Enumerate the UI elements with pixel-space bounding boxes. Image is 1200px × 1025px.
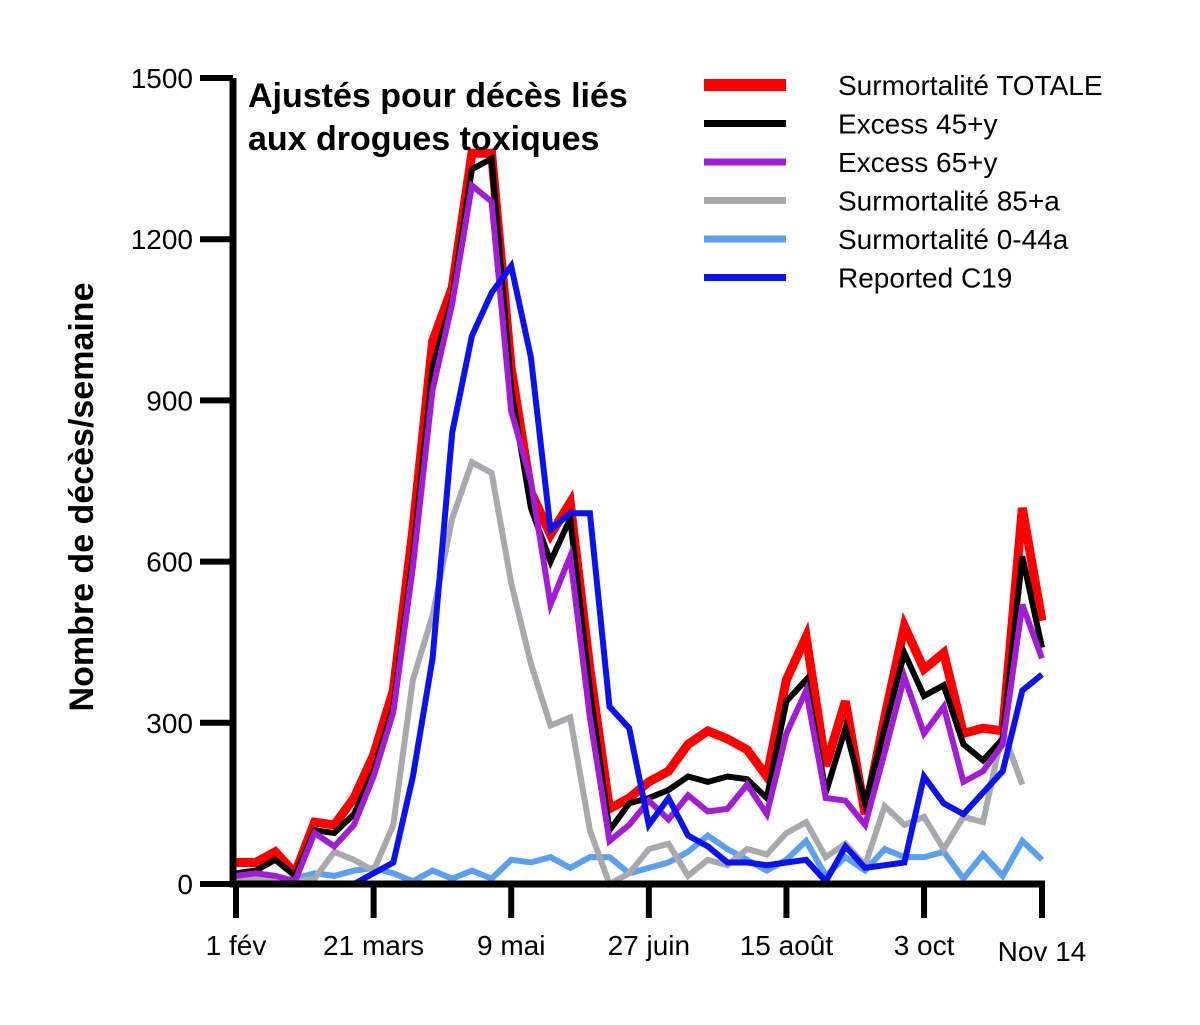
legend-label-excess-65-y: Excess 65+y xyxy=(838,147,998,178)
series-line-surmortalite-85-a xyxy=(236,457,1026,889)
y-tick-label: 600 xyxy=(146,547,193,578)
legend-label-surmortalite-0-44a: Surmortalité 0-44a xyxy=(838,224,1069,255)
x-tick-label: 21 mars xyxy=(323,930,424,961)
y-tick-label: 900 xyxy=(146,385,193,416)
x-ticks: 1 fév 21 mars 9 mai 27 juin 15 août 3 oct Nov … xyxy=(206,884,1087,967)
y-ticks: 0 300 600 900 1200 1500 xyxy=(131,63,233,900)
x-tick-label: 9 mai xyxy=(477,930,545,961)
y-tick-label: 300 xyxy=(146,708,193,739)
legend-label-excess-45-y: Excess 45+y xyxy=(838,109,998,140)
series-line-excess-65-y xyxy=(235,179,1045,885)
legend-label-reported-c19: Reported C19 xyxy=(838,263,1012,294)
y-tick-label: 1500 xyxy=(131,63,193,94)
legend-label-surmortalite-85-a: Surmortalité 85+a xyxy=(838,186,1060,217)
chart-title-line-2: aux drogues toxiques xyxy=(248,120,599,158)
y-axis-label: Nombre de décès/semaine xyxy=(63,283,101,712)
legend-label-surmortalite-totale: Surmortalité TOTALE xyxy=(838,70,1103,101)
y-tick-label: 0 xyxy=(177,869,193,900)
series-line-reported-c19 xyxy=(236,258,1044,887)
chart-title-line-1: Ajustés pour décès liés xyxy=(248,77,628,115)
x-tick-label: Nov 14 xyxy=(998,936,1087,967)
series-layer xyxy=(235,148,1047,889)
x-tick-label: 3 oct xyxy=(894,930,955,961)
x-tick-label: 15 août xyxy=(740,930,834,961)
y-tick-label: 1200 xyxy=(131,224,193,255)
x-tick-label: 1 fév xyxy=(206,930,267,961)
axes-layer xyxy=(229,78,1045,888)
x-tick-label: 27 juin xyxy=(608,930,691,961)
legend: Surmortalité TOTALE Excess 45+y Excess 65+… xyxy=(704,70,1103,294)
